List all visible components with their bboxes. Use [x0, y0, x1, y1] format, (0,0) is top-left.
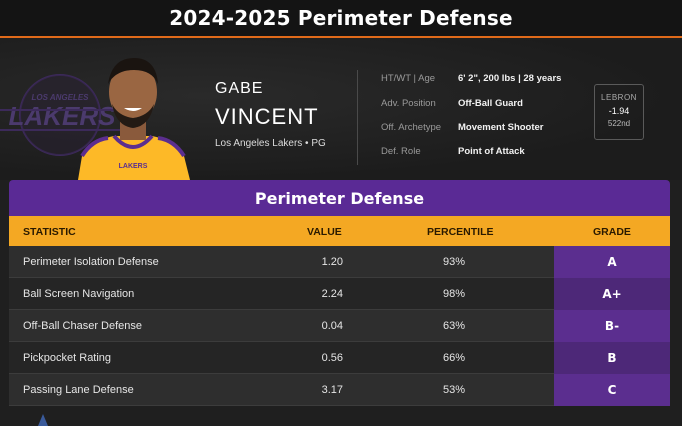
cell-percentile: 98%: [442, 288, 466, 300]
lebron-value: -1.94: [608, 106, 630, 116]
header-value: VALUE: [307, 226, 342, 238]
bio-label: Off. Archetype: [381, 122, 442, 133]
player-first-name: GABE: [215, 80, 264, 97]
header-percentile: PERCENTILE: [427, 226, 494, 238]
table-row: Pickpocket Rating 0.56 66% B: [9, 342, 670, 374]
player-last-name: VINCENT: [215, 104, 319, 129]
jersey-text: LAKERS: [119, 163, 148, 170]
cell-grade: A: [554, 246, 670, 278]
bio-label: Def. Role: [381, 146, 421, 157]
page-title: 2024-2025 Perimeter Defense: [169, 6, 513, 30]
cell-statistic: Ball Screen Navigation: [23, 288, 135, 300]
perimeter-defense-table: Perimeter Defense STATISTIC VALUE PERCEN…: [9, 180, 670, 406]
cell-percentile: 66%: [442, 352, 466, 364]
lebron-box: LEBRON -1.94 522nd: [594, 84, 644, 140]
title-bar: 2024-2025 Perimeter Defense: [0, 0, 682, 38]
table-row: Passing Lane Defense 3.17 53% C: [9, 374, 670, 406]
cell-value: 0.56: [321, 352, 343, 364]
cell-percentile: 93%: [442, 256, 466, 268]
table-row: Off-Ball Chaser Defense 0.04 63% B-: [9, 310, 670, 342]
cell-grade: C: [554, 374, 670, 406]
cell-grade: A+: [554, 278, 670, 310]
table-row: Perimeter Isolation Defense 1.20 93% A: [9, 246, 670, 278]
lebron-rank: 522nd: [607, 119, 631, 128]
team-logo-text: LAKERS: [9, 101, 117, 131]
table-row: Ball Screen Navigation 2.24 98% A+: [9, 278, 670, 310]
team-logo-sub: LOS ANGELES: [31, 93, 89, 102]
player-photo: LAKERS: [78, 58, 190, 180]
cell-statistic: Passing Lane Defense: [23, 384, 134, 396]
cell-grade: B-: [554, 310, 670, 342]
cell-percentile: 53%: [442, 384, 466, 396]
player-team-position: Los Angeles Lakers • PG: [215, 138, 326, 149]
table-title: Perimeter Defense: [9, 180, 670, 216]
cell-percentile: 63%: [442, 320, 466, 332]
bio-label: HT/WT | Age: [381, 73, 436, 84]
header-grade: GRADE: [593, 226, 631, 238]
cell-statistic: Pickpocket Rating: [23, 352, 112, 364]
bio-divider: [357, 70, 358, 165]
triangle-icon: [38, 414, 48, 426]
bio-label: Adv. Position: [381, 98, 436, 109]
cell-value: 2.24: [321, 288, 343, 300]
bio-value: 6' 2", 200 lbs | 28 years: [458, 73, 562, 84]
bio-value: Movement Shooter: [458, 122, 544, 133]
cell-grade: B: [554, 342, 670, 374]
cell-statistic: Perimeter Isolation Defense: [23, 256, 159, 268]
bio-value: Point of Attack: [458, 146, 525, 157]
cell-value: 0.04: [321, 320, 343, 332]
bio-value: Off-Ball Guard: [458, 98, 523, 109]
lebron-title: LEBRON: [601, 93, 637, 102]
header-statistic: STATISTIC: [23, 226, 76, 238]
cell-statistic: Off-Ball Chaser Defense: [23, 320, 143, 332]
cell-value: 1.20: [321, 256, 343, 268]
cell-value: 3.17: [321, 384, 343, 396]
table-header-row: STATISTIC VALUE PERCENTILE GRADE: [9, 216, 670, 246]
